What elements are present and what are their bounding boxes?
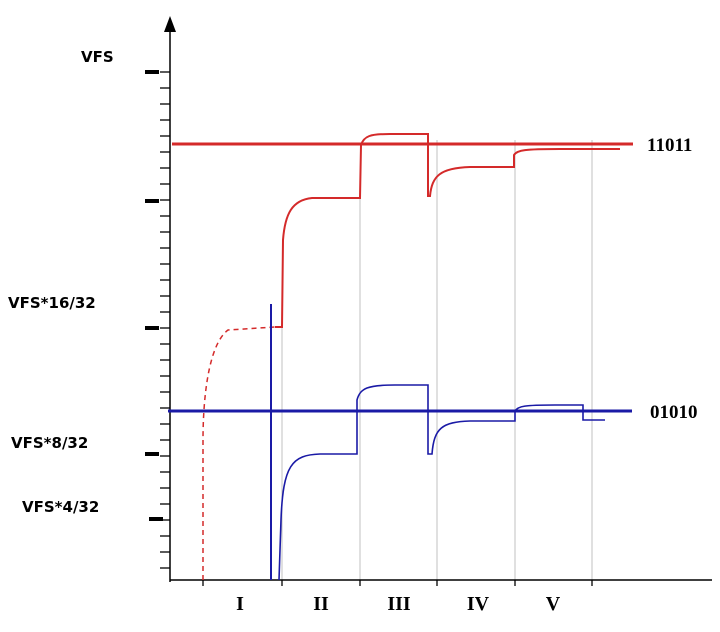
major-tick-b	[145, 452, 159, 456]
y-label-vfs-16-32: VFS*16/32	[8, 294, 96, 312]
major-tick-vfs	[145, 70, 159, 74]
x-axis-ticks	[202, 580, 593, 586]
major-tick-a	[145, 199, 159, 203]
phase-label-5: V	[546, 593, 561, 615]
phase-separators	[281, 140, 593, 580]
phase-label-2: II	[313, 593, 329, 615]
blue-step-trace	[278, 384, 605, 581]
red-step-trace	[275, 133, 620, 328]
major-tick-vfs16	[145, 326, 159, 330]
y-axis-major-ticks	[145, 70, 163, 521]
code-label-01010: 01010	[650, 402, 698, 423]
y-label-vfs-4-32: VFS*4/32	[22, 498, 99, 516]
y-axis-arrow-icon	[164, 16, 176, 32]
code-label-11011: 11011	[647, 135, 692, 156]
phase-label-4: IV	[467, 593, 490, 615]
y-label-vfs-8-32: VFS*8/32	[11, 434, 88, 452]
y-label-vfs: VFS	[81, 48, 114, 66]
phase-label-3: III	[387, 593, 411, 615]
axes	[164, 16, 712, 582]
phase-label-1: I	[236, 593, 244, 615]
major-tick-vfs4	[149, 517, 163, 521]
red-dashed-rise	[202, 326, 276, 580]
y-axis-minor-ticks	[160, 71, 170, 569]
